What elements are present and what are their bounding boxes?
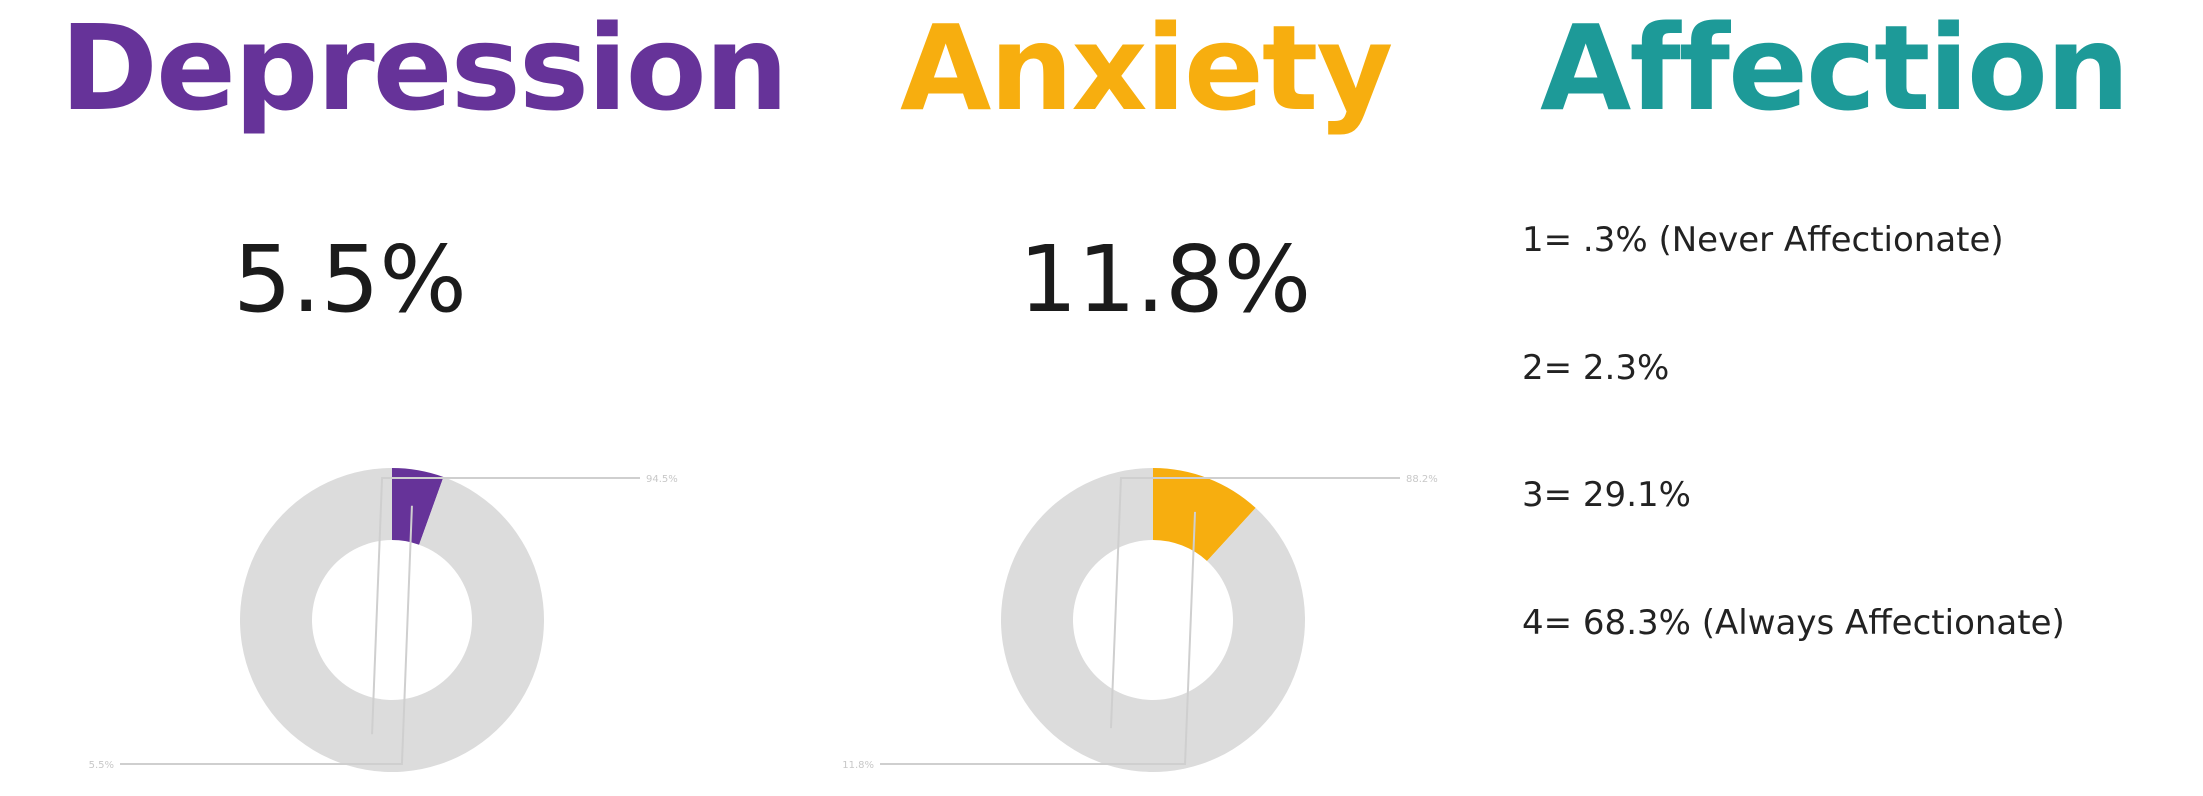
affection-list: 1= .3% (Never Affectionate) 2= 2.3% 3= 2… xyxy=(1522,215,2203,725)
leader-line-1 xyxy=(880,511,1197,765)
affection-item-3: 3= 29.1% xyxy=(1522,475,1691,515)
anxiety-percentage: 11.8% xyxy=(1018,226,1312,333)
leader-line-0 xyxy=(371,477,640,735)
anxiety-heading: Anxiety xyxy=(900,0,1393,137)
affection-item-4: 4= 68.3% (Always Affectionate) xyxy=(1522,602,2065,643)
affection-item-1: 1= .3% (Never Affectionate) xyxy=(1522,220,2004,260)
donut-slice-0 xyxy=(1153,468,1256,561)
donut-slice-1 xyxy=(239,468,544,772)
affection-heading: Affection xyxy=(1540,0,2130,137)
donut-slice-label-1: 88.2% xyxy=(1406,474,1438,485)
depression-percentage: 5.5% xyxy=(233,226,467,333)
donut-slice-1 xyxy=(1001,467,1305,772)
donut-slice-label-1: 94.5% xyxy=(646,474,678,485)
donut-slice-0 xyxy=(392,468,444,545)
leader-line-0 xyxy=(1109,477,1400,729)
donut-slice-label-0: 5.5% xyxy=(89,760,114,771)
affection-item-2: 2= 2.3% xyxy=(1522,347,1670,388)
depression-heading: Depression xyxy=(60,0,789,137)
leader-line-1 xyxy=(120,505,413,765)
donut-slice-label-0: 11.8% xyxy=(842,760,874,771)
